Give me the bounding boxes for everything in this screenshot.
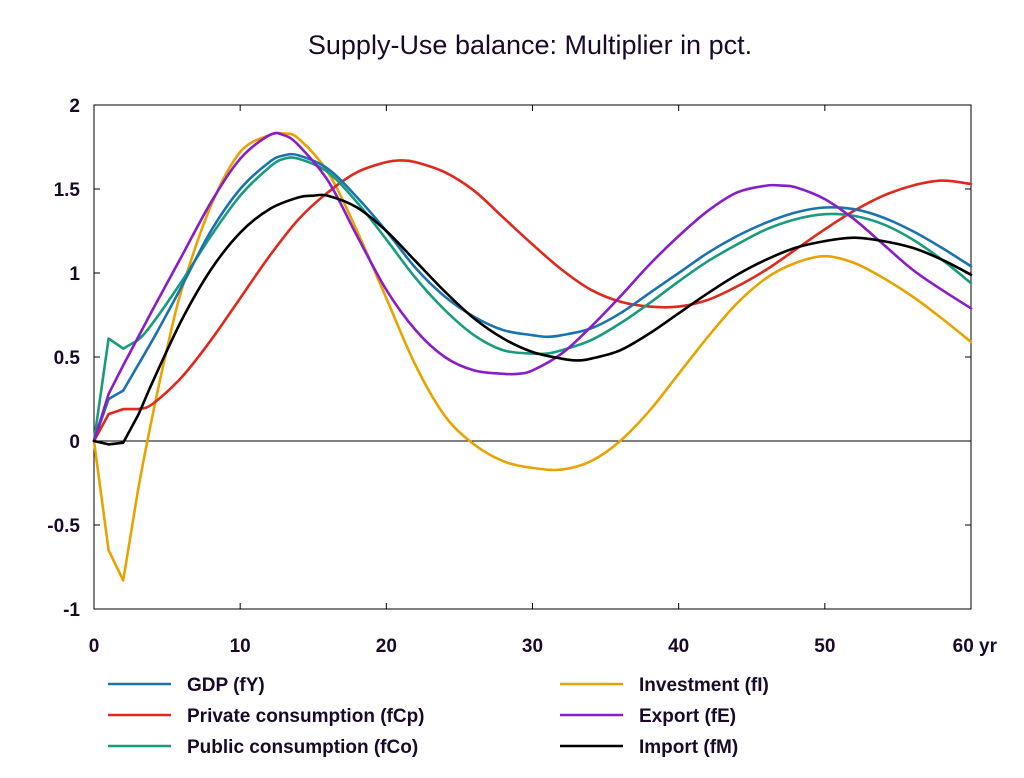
x-tick-label: 0 — [89, 636, 100, 657]
legend-label-export-fe: Export (fE) — [639, 706, 736, 727]
x-tick-label: 50 — [814, 636, 835, 657]
series-line-public-consumption-fco — [92, 156, 973, 443]
series-line-gdp-fy — [92, 152, 973, 443]
y-tick-label: 1.5 — [54, 180, 81, 201]
y-tick-label: -0.5 — [47, 516, 80, 537]
x-tick-label: 10 — [230, 636, 251, 657]
x-tick-label: 30 — [522, 636, 543, 657]
y-tick-label: 0.5 — [54, 348, 81, 369]
y-tick-label: 0 — [69, 432, 80, 453]
x-tick-label: 40 — [668, 636, 689, 657]
legend-label-gdp-fy: GDP (fY) — [187, 675, 265, 696]
legend-label-investment-fi: Investment (fI) — [639, 675, 769, 696]
legend-label-import-fm: Import (fM) — [639, 737, 738, 758]
chart-title: Supply-Use balance: Multiplier in pct. — [307, 30, 753, 60]
y-tick-label: 2 — [69, 96, 80, 117]
series-line-export-fe — [92, 131, 973, 443]
x-tick-label: 60 yr — [953, 636, 998, 657]
y-tick-label: 1 — [69, 264, 80, 285]
series-line-private-consumption-fcp — [92, 159, 973, 443]
legend-label-public-consumption-fco: Public consumption (fCo) — [187, 737, 418, 758]
series-line-import-fm — [92, 193, 973, 446]
y-tick-label: -1 — [63, 600, 80, 621]
series-line-investment-fi — [92, 131, 973, 582]
legend-label-private-consumption-fcp: Private consumption (fCp) — [187, 706, 425, 727]
x-tick-label: 20 — [376, 636, 397, 657]
